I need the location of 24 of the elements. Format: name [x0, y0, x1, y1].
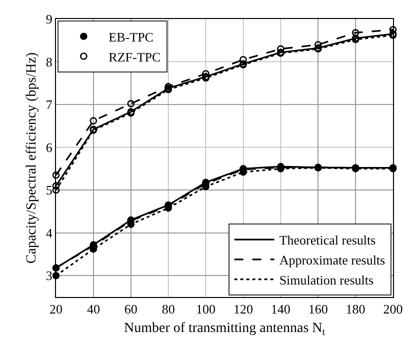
x-tick-label: 20 — [50, 302, 62, 317]
y-tick-label: 9 — [46, 12, 52, 27]
legend-label: EB-TPC — [108, 29, 154, 44]
y-tick-label: 8 — [46, 54, 52, 70]
x-tick-label: 80 — [162, 302, 175, 317]
x-tick-label: 60 — [124, 302, 138, 317]
y-axis-title: Capacity/Spectral efficiency (bps/Hz) — [24, 52, 40, 264]
legend-label: Theoretical results — [279, 232, 376, 248]
y-tick-label: 5 — [46, 182, 52, 198]
x-axis-title: Number of transmitting antennas N$_{t}$ — [124, 320, 326, 338]
x-tick-label: 40 — [86, 302, 100, 317]
y-tick-label: 7 — [46, 97, 53, 112]
y-tick-label: 3 — [46, 268, 52, 284]
x-tick-label: 180 — [346, 302, 366, 317]
x-tick-label: 200 — [383, 302, 403, 317]
x-tick-label: 140 — [270, 302, 290, 317]
legend-label: RZF-TPC — [108, 49, 161, 64]
x-tick-label: 120 — [233, 302, 253, 317]
legend-label: Approximate results — [279, 252, 386, 268]
x-tick-label: 100 — [196, 302, 216, 317]
y-tick-label: 4 — [46, 225, 53, 240]
x-tick-label: 160 — [308, 302, 328, 317]
y-tick-label: 6 — [46, 140, 53, 155]
legend-label: Simulation results — [279, 272, 374, 288]
